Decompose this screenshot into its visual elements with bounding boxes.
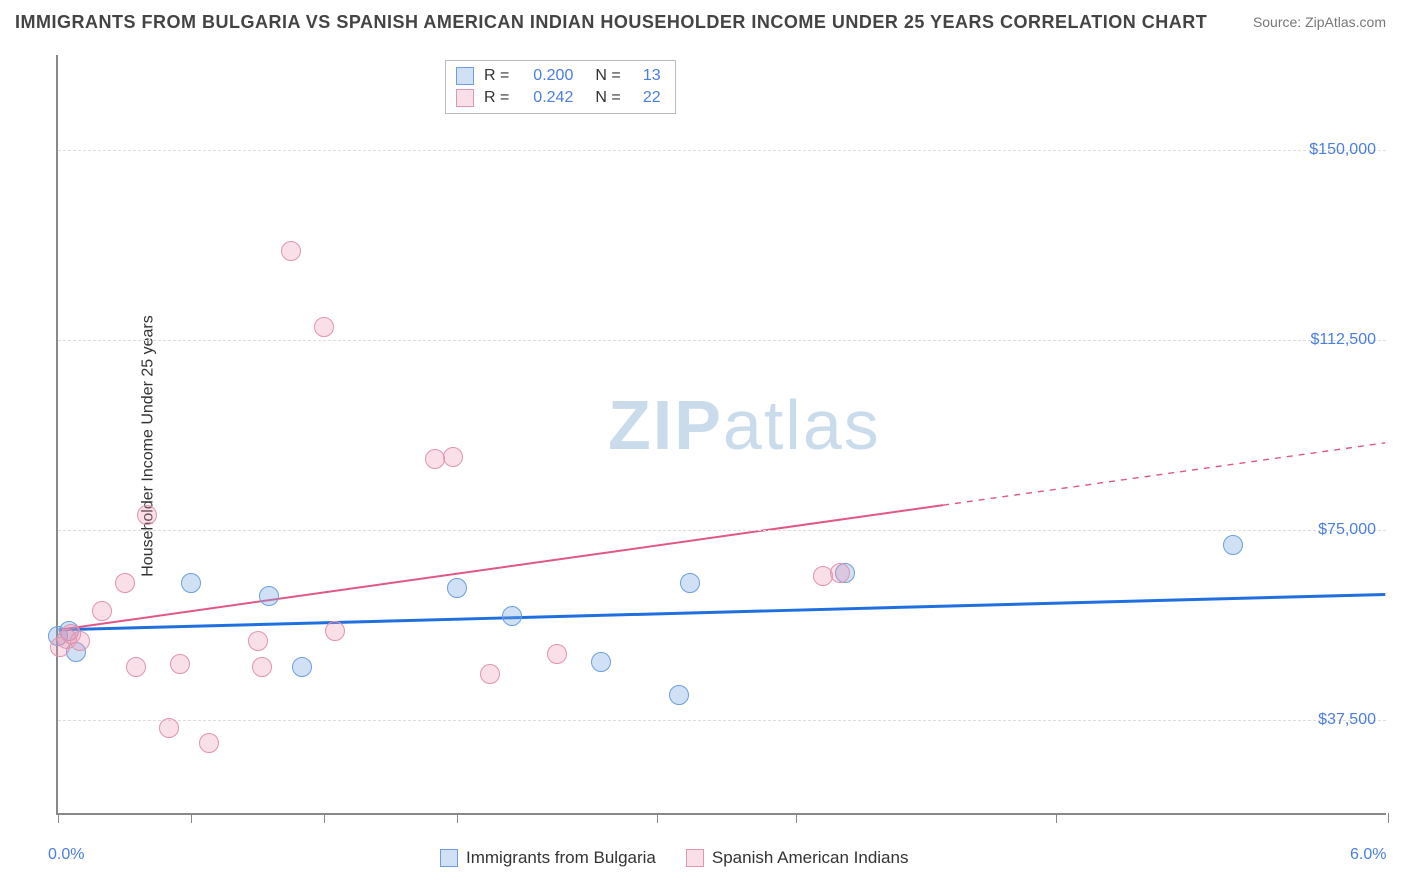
legend-bottom-label: Spanish American Indians: [712, 848, 909, 868]
scatter-point-bulgaria: [1223, 535, 1243, 555]
legend-r-label: R =: [484, 87, 509, 109]
legend-top-row-spanish_ai: R = 0.242 N = 22: [456, 87, 661, 109]
scatter-point-spanish_ai: [480, 664, 500, 684]
x-tick: [457, 813, 458, 823]
gridline: [58, 340, 1386, 341]
trend-lines-layer: [58, 55, 1386, 813]
trend-line-spanish_ai: [59, 505, 943, 630]
y-tick-label: $112,500: [1310, 331, 1376, 349]
scatter-point-spanish_ai: [126, 657, 146, 677]
scatter-point-spanish_ai: [547, 644, 567, 664]
scatter-point-spanish_ai: [443, 447, 463, 467]
x-tick: [1056, 813, 1057, 823]
legend-swatch-spanish_ai: [456, 89, 474, 107]
source-label: Source: ZipAtlas.com: [1253, 14, 1386, 30]
legend-swatch-bulgaria: [440, 849, 458, 867]
scatter-point-bulgaria: [259, 586, 279, 606]
trend-line-bulgaria: [59, 594, 1386, 629]
scatter-point-spanish_ai: [199, 733, 219, 753]
legend-swatch-bulgaria: [456, 67, 474, 85]
legend-r-label: R =: [484, 65, 509, 87]
x-tick: [58, 813, 59, 823]
scatter-point-spanish_ai: [92, 601, 112, 621]
y-tick-label: $75,000: [1318, 521, 1376, 539]
x-tick: [1388, 813, 1389, 823]
x-tick: [191, 813, 192, 823]
plot-area: ZIPatlas $37,500 $75,000 $112,500 $150,000: [56, 55, 1386, 815]
scatter-point-bulgaria: [181, 573, 201, 593]
scatter-point-spanish_ai: [281, 241, 301, 261]
scatter-point-spanish_ai: [248, 631, 268, 651]
x-axis-max-label: 6.0%: [1350, 846, 1386, 864]
legend-r-value: 0.200: [519, 65, 573, 87]
scatter-point-spanish_ai: [115, 573, 135, 593]
legend-n-value: 13: [631, 65, 661, 87]
legend-n-label: N =: [595, 65, 620, 87]
scatter-point-bulgaria: [680, 573, 700, 593]
y-tick-label: $37,500: [1318, 711, 1376, 729]
scatter-point-spanish_ai: [325, 621, 345, 641]
legend-bottom-label: Immigrants from Bulgaria: [466, 848, 656, 868]
scatter-point-spanish_ai: [70, 631, 90, 651]
legend-top: R = 0.200 N = 13 R = 0.242 N = 22: [445, 60, 676, 114]
legend-top-row-bulgaria: R = 0.200 N = 13: [456, 65, 661, 87]
watermark-atlas: atlas: [723, 386, 881, 464]
watermark-zip: ZIP: [608, 386, 723, 464]
scatter-point-spanish_ai: [159, 718, 179, 738]
legend-swatch-spanish_ai: [686, 849, 704, 867]
scatter-point-spanish_ai: [170, 654, 190, 674]
y-tick-label: $150,000: [1309, 141, 1376, 159]
scatter-point-spanish_ai: [137, 505, 157, 525]
scatter-point-spanish_ai: [314, 317, 334, 337]
scatter-point-spanish_ai: [252, 657, 272, 677]
scatter-point-bulgaria: [292, 657, 312, 677]
chart-root: IMMIGRANTS FROM BULGARIA VS SPANISH AMER…: [0, 0, 1406, 892]
scatter-point-spanish_ai: [425, 449, 445, 469]
gridline: [58, 720, 1386, 721]
legend-n-label: N =: [595, 87, 620, 109]
watermark: ZIPatlas: [608, 385, 881, 465]
x-tick: [657, 813, 658, 823]
legend-r-value: 0.242: [519, 87, 573, 109]
x-tick: [796, 813, 797, 823]
scatter-point-bulgaria: [502, 606, 522, 626]
x-tick: [324, 813, 325, 823]
scatter-point-spanish_ai: [813, 566, 833, 586]
legend-bottom: Immigrants from Bulgaria Spanish American…: [440, 848, 908, 868]
gridline: [58, 150, 1386, 151]
legend-n-value: 22: [631, 87, 661, 109]
scatter-point-bulgaria: [591, 652, 611, 672]
chart-title: IMMIGRANTS FROM BULGARIA VS SPANISH AMER…: [15, 12, 1207, 33]
scatter-point-bulgaria: [447, 578, 467, 598]
legend-bottom-item-spanish_ai: Spanish American Indians: [686, 848, 909, 868]
scatter-point-spanish_ai: [830, 563, 850, 583]
legend-bottom-item-bulgaria: Immigrants from Bulgaria: [440, 848, 656, 868]
scatter-point-bulgaria: [669, 685, 689, 705]
gridline: [58, 530, 1386, 531]
x-axis-min-label: 0.0%: [48, 846, 84, 864]
trend-line-dashed-spanish_ai: [943, 443, 1385, 505]
